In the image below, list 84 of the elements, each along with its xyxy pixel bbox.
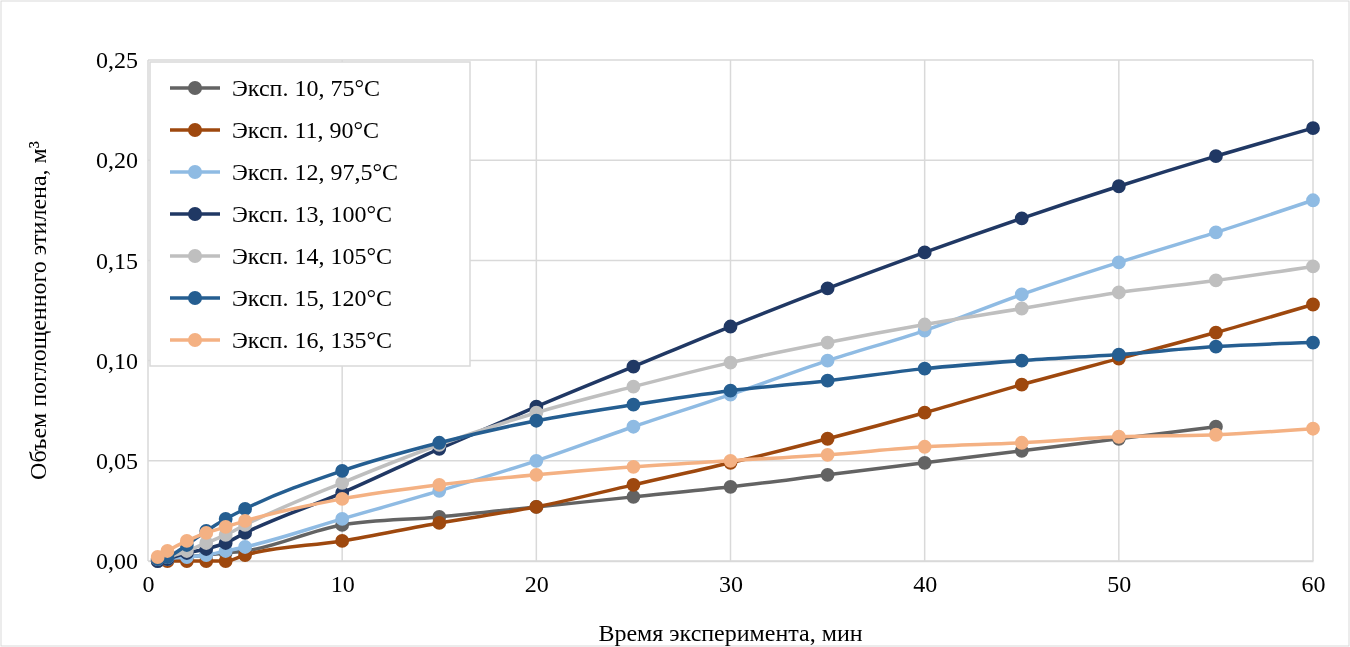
point xyxy=(1209,427,1223,442)
point xyxy=(1209,149,1223,164)
point xyxy=(1306,421,1320,436)
point xyxy=(1209,225,1223,240)
point xyxy=(820,447,835,462)
y-tick-label: 0,10 xyxy=(96,347,138,374)
point xyxy=(529,413,544,428)
point xyxy=(1209,273,1223,288)
point xyxy=(1014,435,1029,450)
point xyxy=(1014,353,1029,368)
y-tick-label: 0,00 xyxy=(96,548,138,575)
y-tick-label: 0,25 xyxy=(96,47,138,74)
point xyxy=(1209,325,1223,340)
y-tick-label: 0,05 xyxy=(96,447,138,474)
point xyxy=(1306,121,1320,136)
point xyxy=(1014,211,1029,226)
point xyxy=(723,479,738,494)
point xyxy=(723,383,738,398)
point xyxy=(335,475,350,490)
point xyxy=(917,455,932,470)
point xyxy=(1306,335,1320,350)
point xyxy=(1014,301,1029,316)
point xyxy=(529,467,544,482)
point xyxy=(917,361,932,376)
point xyxy=(820,467,835,482)
legend-label: Эксп. 12, 97,5°C xyxy=(232,159,399,186)
x-tick-label: 0 xyxy=(142,571,155,598)
legend-label: Эксп. 13, 100°C xyxy=(232,201,393,228)
y-axis-title: Объем поглощенного этилена, м³ xyxy=(25,141,51,480)
point xyxy=(432,516,447,530)
point xyxy=(820,373,835,388)
point xyxy=(238,540,252,554)
point xyxy=(179,534,194,548)
point xyxy=(626,419,641,434)
point xyxy=(820,281,835,296)
point xyxy=(1306,193,1320,208)
x-tick-label: 20 xyxy=(524,571,549,598)
x-tick-label: 10 xyxy=(330,571,355,598)
point xyxy=(723,355,738,370)
point xyxy=(917,405,932,420)
point xyxy=(160,544,175,558)
point xyxy=(1111,255,1126,270)
y-tick-label: 0,15 xyxy=(96,247,138,274)
point xyxy=(335,463,350,478)
legend-label: Эксп. 14, 105°C xyxy=(232,243,393,270)
point xyxy=(432,477,447,492)
point xyxy=(1014,287,1029,302)
x-tick-label: 60 xyxy=(1301,571,1326,598)
point xyxy=(820,431,835,446)
point xyxy=(917,245,932,260)
point xyxy=(723,319,738,334)
point xyxy=(335,512,350,526)
point xyxy=(626,397,641,412)
legend-label: Эксп. 15, 120°C xyxy=(232,285,393,312)
point xyxy=(626,359,641,374)
point xyxy=(626,477,641,492)
point xyxy=(218,520,233,534)
y-tick-label: 0,20 xyxy=(96,147,138,174)
point xyxy=(820,335,835,350)
x-tick-label: 30 xyxy=(719,571,743,598)
point xyxy=(917,439,932,454)
point xyxy=(626,459,641,474)
point xyxy=(1306,259,1320,274)
point xyxy=(335,534,350,548)
point xyxy=(238,502,252,516)
point xyxy=(1111,347,1126,362)
legend-label: Эксп. 16, 135°C xyxy=(232,327,393,354)
point xyxy=(626,489,641,504)
point xyxy=(626,379,641,394)
x-tick-label: 40 xyxy=(913,571,938,598)
point xyxy=(1111,285,1126,300)
x-axis-title: Время эксперимента, мин xyxy=(598,620,863,646)
point xyxy=(820,353,835,368)
x-tick-label: 50 xyxy=(1107,571,1132,598)
point xyxy=(1209,339,1223,354)
legend-label: Эксп. 10, 75°C xyxy=(232,75,381,102)
point xyxy=(1306,297,1320,312)
point xyxy=(238,514,252,528)
point xyxy=(335,491,350,506)
point xyxy=(1111,179,1126,194)
point xyxy=(1014,377,1029,392)
legend-label: Эксп. 11, 90°C xyxy=(232,117,380,144)
point xyxy=(917,317,932,332)
point xyxy=(529,453,544,468)
